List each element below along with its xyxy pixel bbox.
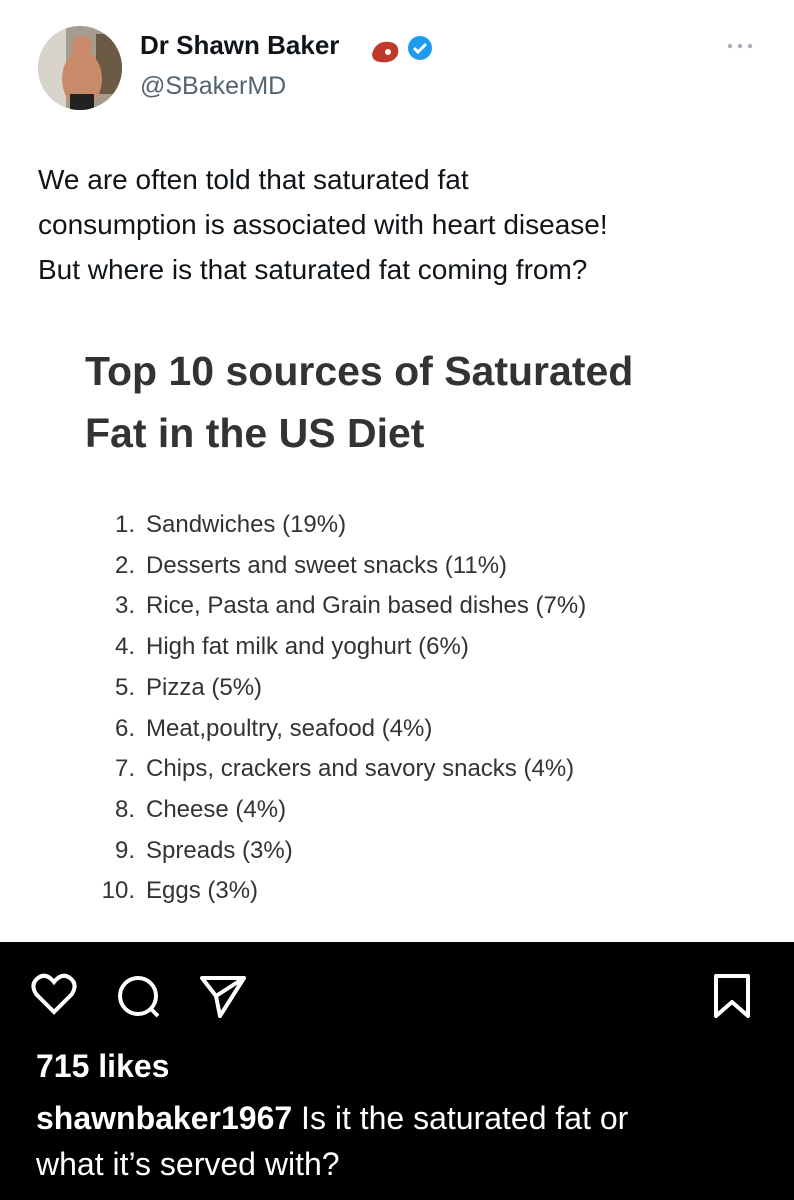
item-number: 9. bbox=[114, 836, 135, 864]
username[interactable]: shawnbaker1967 bbox=[36, 1100, 293, 1136]
item-number: 1. bbox=[114, 511, 135, 538]
item-text: Cheese (4%) bbox=[146, 795, 287, 823]
item-number: 8. bbox=[114, 795, 135, 823]
footer: 715 likes shawnbaker1967 Is it the satur… bbox=[0, 942, 794, 1200]
caption-line: shawnbaker1967 Is it the saturated fat o… bbox=[36, 1100, 628, 1137]
likes: 715 likes bbox=[36, 1048, 170, 1084]
caption-line: what it’s served with? bbox=[36, 1146, 340, 1182]
item-text: High fat milk and yoghurt (6%) bbox=[146, 633, 469, 661]
tweet-line: consumption is associated with heart dis… bbox=[38, 209, 608, 240]
item-text: Desserts and sweet snacks (11%) bbox=[146, 551, 508, 579]
title-line: Top 10 sources of Saturated bbox=[85, 348, 634, 394]
badges bbox=[372, 36, 432, 63]
more-menu[interactable] bbox=[726, 40, 756, 52]
comment-icon[interactable] bbox=[118, 976, 160, 1018]
item-text: Chips, crackers and savory snacks (4%) bbox=[146, 755, 575, 783]
item-text: Rice, Pasta and Grain based dishes (7%) bbox=[146, 592, 587, 620]
caption-text: Is it the saturated fat or bbox=[301, 1100, 629, 1136]
like-icon[interactable] bbox=[31, 973, 77, 1015]
author-handle[interactable]: @SBakerMD bbox=[140, 72, 287, 100]
author-name[interactable]: Dr Shawn Baker bbox=[140, 30, 340, 60]
item-text: Pizza (5%) bbox=[146, 673, 263, 701]
item-number: 7. bbox=[114, 755, 135, 783]
item-text: Meat,poultry, seafood (4%) bbox=[146, 714, 433, 742]
share-icon[interactable] bbox=[200, 976, 246, 1018]
item-number: 6. bbox=[114, 714, 135, 742]
action-icons bbox=[31, 973, 750, 1018]
item-text: Eggs (3%) bbox=[146, 877, 259, 905]
item-number: 3. bbox=[114, 592, 135, 620]
item-text: Spreads (3%) bbox=[146, 836, 293, 864]
item-number: 4. bbox=[114, 633, 135, 661]
item-number: 10. bbox=[101, 877, 135, 905]
item-number: 2. bbox=[114, 551, 135, 579]
tweet-line: But where is that saturated fat coming f… bbox=[38, 254, 588, 285]
tweet-line: We are often told that saturated fat bbox=[38, 164, 469, 195]
avatar[interactable] bbox=[36, 24, 126, 114]
title-line: Fat in the US Diet bbox=[85, 410, 425, 456]
save-icon[interactable] bbox=[714, 974, 750, 1018]
item-text: Sandwiches (19%) bbox=[146, 511, 347, 538]
item-number: 5. bbox=[114, 673, 135, 701]
